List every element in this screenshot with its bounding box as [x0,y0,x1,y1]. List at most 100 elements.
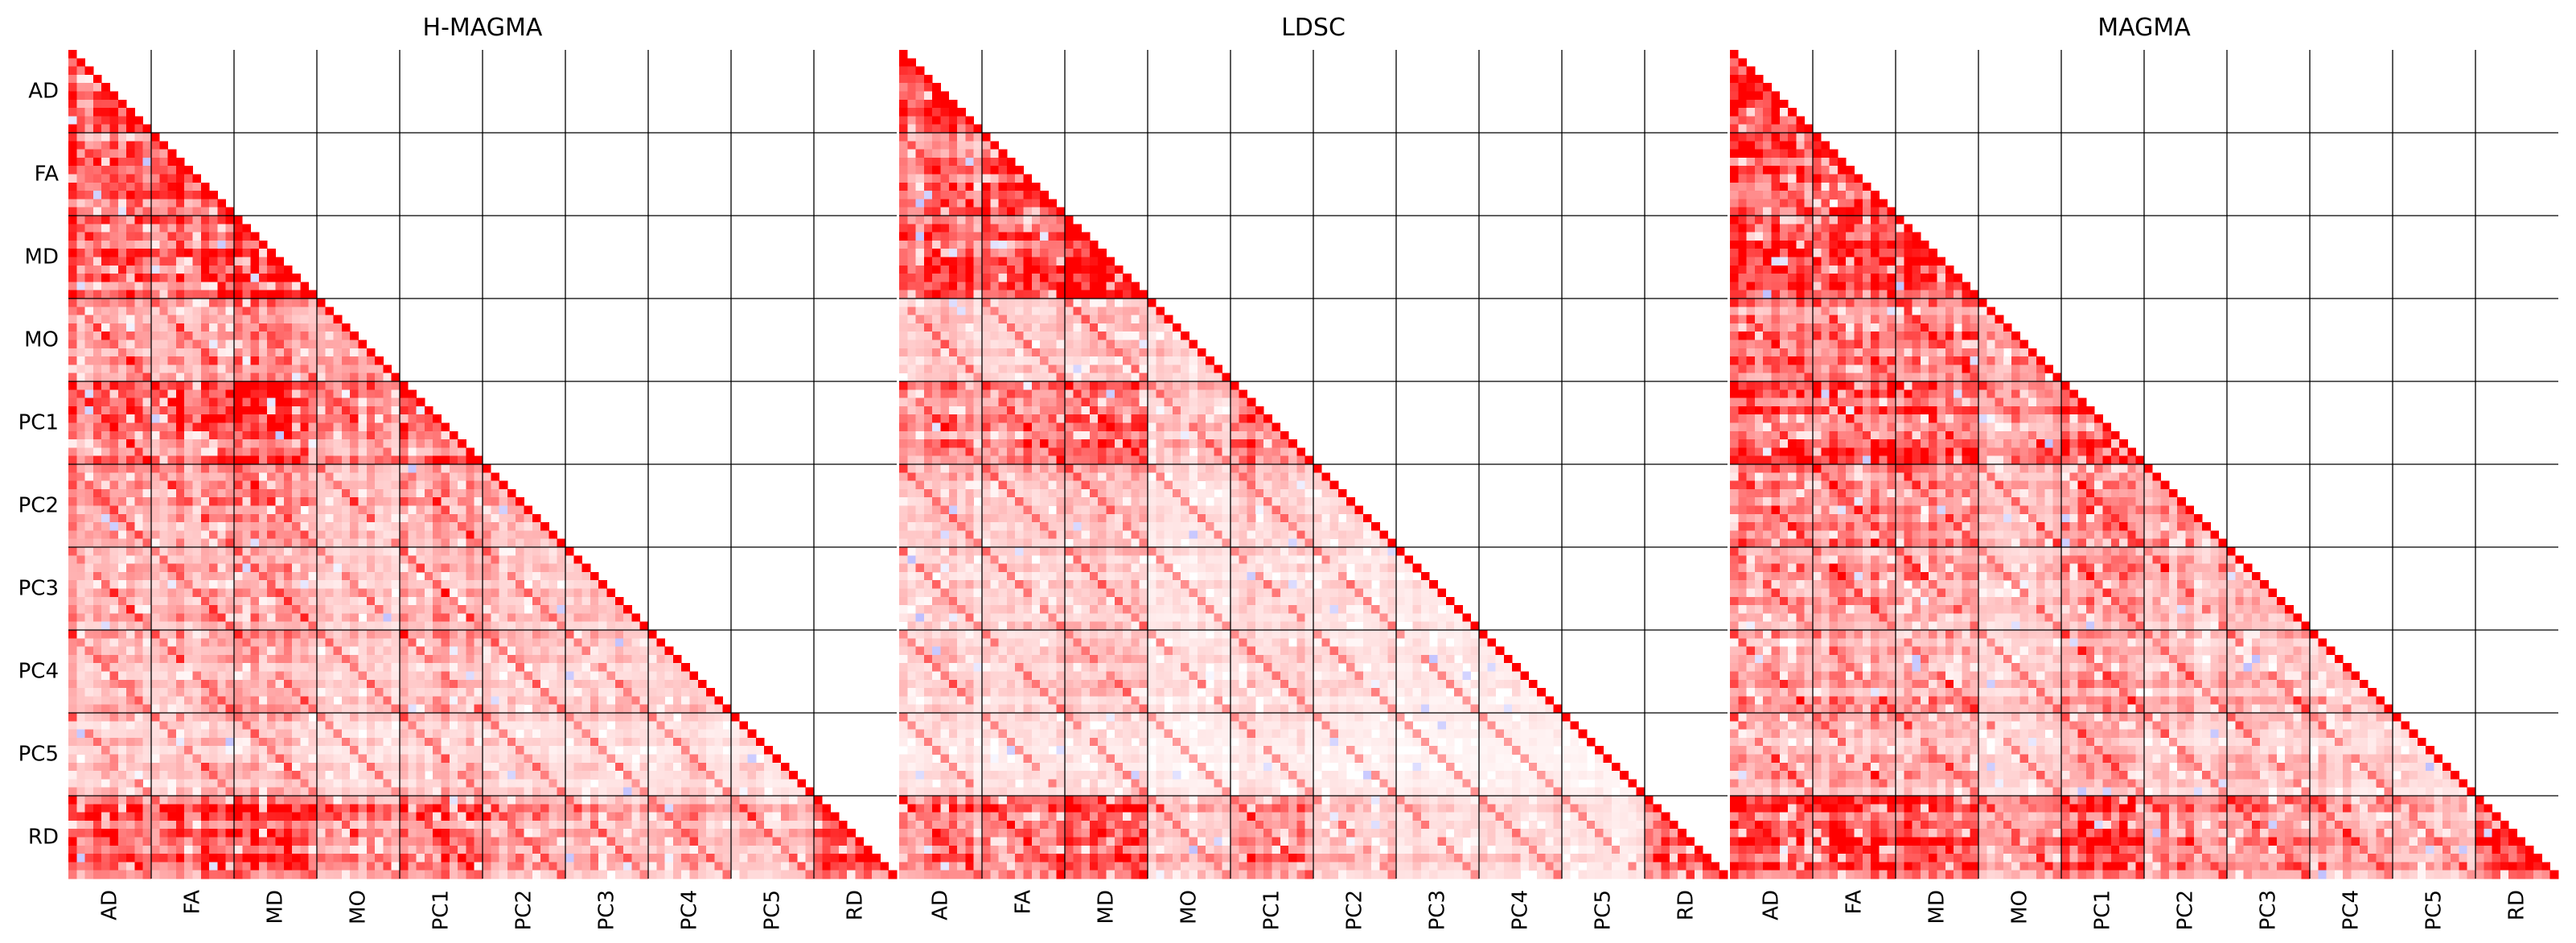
heatmap-cell [175,364,185,374]
heatmap-cell [474,804,483,813]
heatmap-cell [300,522,310,531]
heatmap-cell [830,829,840,838]
heatmap-cell [134,588,144,598]
heatmap-cell [225,488,235,498]
heatmap-cell [639,696,649,706]
heatmap-cell [474,746,483,755]
heatmap-cell [109,373,119,382]
heatmap-cell [706,729,715,739]
heatmap-cell [109,455,119,465]
heatmap-cell [101,754,110,764]
heatmap-cell [151,340,160,349]
heatmap-cell [109,141,119,150]
heatmap-cell [126,381,135,390]
heatmap-cell [581,630,591,639]
heatmap-cell [483,588,491,598]
heatmap-cell [764,754,773,764]
heatmap-cell [101,845,110,854]
heatmap-cell [507,654,516,664]
heatmap-cell [325,671,334,681]
heatmap-cell [242,430,251,440]
heatmap-cell [234,488,243,498]
heatmap-cell [499,804,508,813]
heatmap-cell [333,663,343,672]
heatmap-cell [134,796,144,805]
heatmap-cell [491,729,499,739]
heatmap-cell [789,854,798,863]
heatmap-cell [184,199,193,208]
heatmap-cell [441,439,450,448]
heatmap-cell [317,754,326,764]
heatmap-cell [731,713,740,722]
heatmap-cell [590,845,599,854]
heatmap-cell [275,854,285,863]
heatmap-cell [731,729,740,739]
heatmap-cell [92,630,102,639]
heatmap-cell [159,679,168,689]
heatmap-cell [250,290,260,299]
heatmap-cell [466,796,475,805]
heatmap-cell [258,754,268,764]
heatmap-cell [581,671,591,681]
heatmap-cell [524,754,533,764]
heatmap-cell [142,406,152,415]
heatmap-cell [84,688,94,697]
heatmap-cell [491,812,499,822]
heatmap-cell [250,762,260,772]
heatmap-cell [524,638,533,647]
heatmap-cell [516,646,524,656]
heatmap-cell [325,455,334,465]
heatmap-cell [424,447,433,457]
heatmap-cell [134,455,144,465]
heatmap-cell [325,630,334,639]
heatmap-cell [68,621,77,631]
heatmap-cell [76,199,85,208]
heatmap-cell [242,713,251,722]
heatmap-cell [192,414,202,423]
heatmap-cell [134,596,144,606]
heatmap-cell [209,779,218,789]
heatmap-cell [383,762,392,772]
heatmap-cell [383,845,392,854]
heatmap-cell [117,406,127,415]
heatmap-cell [109,315,119,324]
heatmap-cell [814,854,823,863]
heatmap-cell [117,439,127,448]
heatmap-cell [209,447,218,457]
heatmap-cell [731,862,740,871]
heatmap-cell [598,654,607,664]
heatmap-cell [433,630,442,639]
heatmap-cell [483,845,491,854]
heatmap-cell [325,389,334,398]
heatmap-cell [358,505,368,515]
heatmap-cell [366,621,376,631]
heatmap-cell [151,447,160,457]
heatmap-cell [76,737,85,747]
heatmap-cell [499,638,508,647]
heatmap-cell [258,348,268,357]
heatmap-cell [200,820,210,830]
heatmap-cell [117,340,127,349]
heatmap-cell [192,191,202,200]
heatmap-cell [292,307,301,315]
heatmap-cell [814,862,823,871]
heatmap-cell [142,862,152,871]
heatmap-cell [142,356,152,365]
heatmap-cell [648,688,657,697]
heatmap-cell [175,381,185,390]
heatmap-cell [217,845,227,854]
heatmap-cell [557,688,566,697]
heatmap-cell [142,348,152,357]
heatmap-cell [308,299,318,307]
heatmap-cell [258,696,268,706]
heatmap-cell [234,638,243,647]
heatmap-cell [333,688,343,697]
heatmap-cell [117,654,127,664]
heatmap-cell [631,679,641,689]
heatmap-cell [175,605,185,614]
heatmap-cell [300,315,310,324]
heatmap-cell [341,713,351,722]
heatmap-cell [341,721,351,730]
heatmap-cell [292,737,301,747]
heatmap-cell [424,812,433,822]
